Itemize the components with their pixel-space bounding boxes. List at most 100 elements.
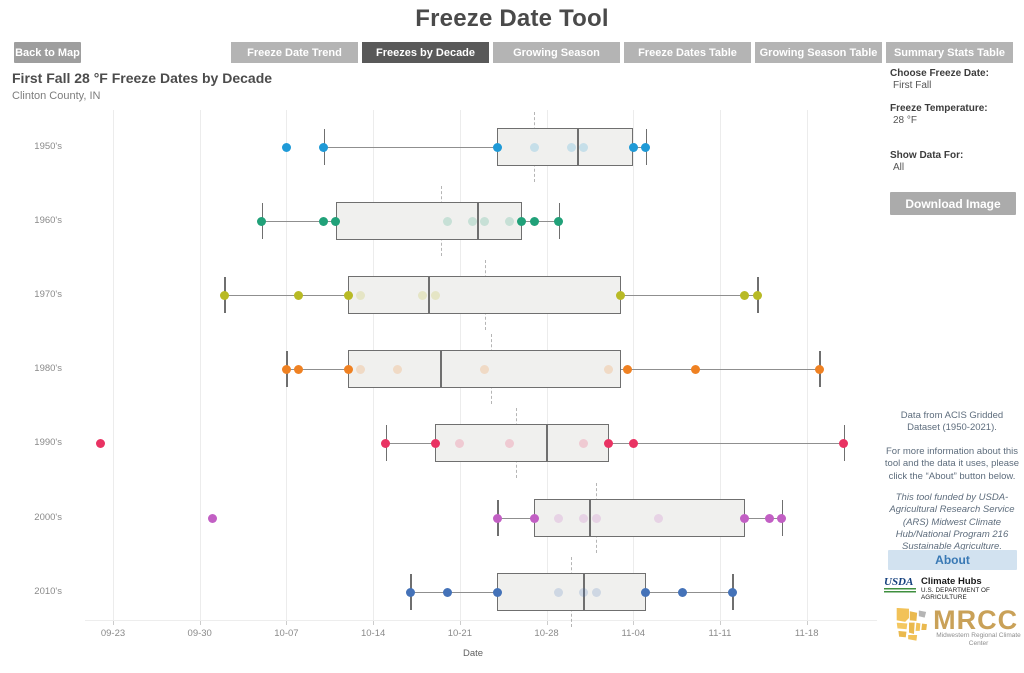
show-data-for-value[interactable]: All [893, 162, 905, 173]
data-point-1960s[interactable] [554, 216, 564, 226]
boxplot-box-2010s[interactable] [497, 573, 646, 611]
data-point-2000s[interactable] [554, 513, 564, 523]
tab-summary-stats-table[interactable]: Summary Stats Table [886, 42, 1013, 63]
data-point-1990s[interactable] [628, 438, 638, 448]
freeze-temperature-value[interactable]: 28 °F [893, 115, 918, 126]
data-point-1950s[interactable] [566, 142, 576, 152]
data-point-1990s[interactable] [579, 438, 589, 448]
data-point-1970s[interactable] [616, 290, 626, 300]
data-point-1960s[interactable] [319, 216, 329, 226]
data-point-1950s[interactable] [579, 142, 589, 152]
boxplot-box-1950s[interactable] [497, 128, 634, 166]
data-point-1970s[interactable] [343, 290, 353, 300]
about-button[interactable]: About [888, 550, 1017, 570]
data-point-1970s[interactable] [418, 290, 428, 300]
data-point-2000s[interactable] [765, 513, 775, 523]
data-point-1970s[interactable] [430, 290, 440, 300]
data-point-1960s[interactable] [517, 216, 527, 226]
data-point-2010s[interactable] [727, 587, 737, 597]
data-point-1990s[interactable] [504, 438, 514, 448]
decade-label-1970s: 1970's [34, 289, 62, 300]
boxplot-box-2000s[interactable] [534, 499, 745, 537]
data-point-1980s[interactable] [690, 364, 700, 374]
whisker-high-1950s [633, 146, 646, 148]
data-point-1980s[interactable] [814, 364, 824, 374]
data-point-1950s[interactable] [529, 142, 539, 152]
data-point-1990s[interactable] [381, 438, 391, 448]
data-point-1960s[interactable] [480, 216, 490, 226]
data-point-1980s[interactable] [294, 364, 304, 374]
data-point-1980s[interactable] [622, 364, 632, 374]
data-point-2010s[interactable] [641, 587, 651, 597]
data-point-1960s[interactable] [257, 216, 267, 226]
tab-freeze-date-trend[interactable]: Freeze Date Trend [231, 42, 358, 63]
boxplot-box-1980s[interactable] [348, 350, 621, 388]
data-point-1960s[interactable] [504, 216, 514, 226]
data-point-2000s[interactable] [207, 513, 217, 523]
boxplot-box-1970s[interactable] [348, 276, 621, 314]
data-point-1950s[interactable] [492, 142, 502, 152]
data-point-2010s[interactable] [492, 587, 502, 597]
tab-growing-season[interactable]: Growing Season [493, 42, 620, 63]
data-point-2000s[interactable] [740, 513, 750, 523]
decade-label-2010s: 2010's [34, 586, 62, 597]
whisker-high-2010s [645, 591, 733, 593]
data-point-1970s[interactable] [752, 290, 762, 300]
whisker-high-1980s [620, 368, 820, 370]
data-point-1980s[interactable] [356, 364, 366, 374]
data-point-1980s[interactable] [480, 364, 490, 374]
data-point-1950s[interactable] [641, 142, 651, 152]
data-point-1980s[interactable] [393, 364, 403, 374]
data-point-1970s[interactable] [294, 290, 304, 300]
funding-note: This tool funded by USDA-Agricultural Re… [889, 492, 1015, 553]
data-point-1950s[interactable] [319, 142, 329, 152]
data-point-1960s[interactable] [331, 216, 341, 226]
data-point-1980s[interactable] [604, 364, 613, 374]
data-point-1970s[interactable] [740, 290, 750, 300]
data-point-1960s[interactable] [467, 216, 477, 226]
tab-freeze-dates-table[interactable]: Freeze Dates Table [624, 42, 751, 63]
data-point-2010s[interactable] [591, 587, 601, 597]
data-point-2010s[interactable] [442, 587, 452, 597]
data-point-1960s[interactable] [442, 216, 452, 226]
show-data-for-label: Show Data For: [890, 150, 964, 161]
data-point-1950s[interactable] [281, 142, 291, 152]
data-point-2000s[interactable] [492, 513, 502, 523]
download-image-button[interactable]: Download Image [890, 192, 1016, 215]
data-point-2000s[interactable] [653, 513, 663, 523]
back-to-map-button[interactable]: Back to Map [14, 42, 81, 63]
tab-growing-season-table[interactable]: Growing Season Table [755, 42, 882, 63]
median-line-1990s [545, 424, 548, 462]
whisker-high-1990s [608, 442, 844, 444]
data-point-2000s[interactable] [579, 513, 589, 523]
choose-freeze-date-value[interactable]: First Fall [893, 80, 932, 91]
data-point-2010s[interactable] [678, 587, 688, 597]
axis-tick-label: 11-04 [621, 628, 646, 639]
data-point-1990s[interactable] [839, 438, 849, 448]
whisker-high-1970s [620, 294, 758, 296]
data-point-1970s[interactable] [219, 290, 229, 300]
data-point-2010s[interactable] [405, 587, 415, 597]
data-point-1990s[interactable] [430, 438, 440, 448]
data-point-2010s[interactable] [554, 587, 564, 597]
tab-freezes-by-decade[interactable]: Freezes by Decade [362, 42, 489, 63]
freeze-temperature-label: Freeze Temperature: [890, 103, 988, 114]
axis-tick-label: 11-18 [794, 628, 819, 639]
data-point-2000s[interactable] [529, 513, 539, 523]
data-point-1990s[interactable] [455, 438, 465, 448]
data-point-2010s[interactable] [579, 587, 589, 597]
data-point-1960s[interactable] [529, 216, 539, 226]
data-point-1970s[interactable] [356, 290, 366, 300]
data-point-1980s[interactable] [343, 364, 353, 374]
data-point-2000s[interactable] [777, 513, 787, 523]
data-point-1950s[interactable] [628, 142, 638, 152]
data-point-1990s[interactable] [96, 438, 106, 448]
boxplot-box-1960s[interactable] [335, 202, 522, 240]
data-point-1980s[interactable] [281, 364, 291, 374]
median-line-1950s [576, 128, 579, 166]
data-point-2000s[interactable] [591, 513, 601, 523]
boxplot-box-1990s[interactable] [435, 424, 609, 462]
data-point-1990s[interactable] [604, 438, 613, 448]
